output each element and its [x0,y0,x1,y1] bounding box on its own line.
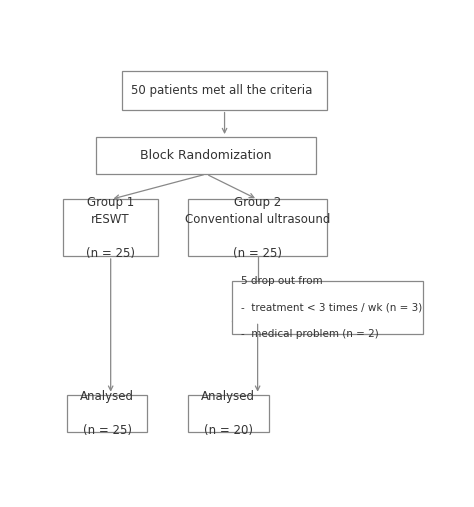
Text: Analysed

(n = 25): Analysed (n = 25) [80,390,134,437]
FancyBboxPatch shape [188,199,328,256]
Text: 5 drop out from

-  treatment < 3 times / wk (n = 3)

-  medical problem (n = 2): 5 drop out from - treatment < 3 times / … [241,276,422,339]
Text: Block Randomization: Block Randomization [140,149,272,162]
FancyBboxPatch shape [66,394,147,431]
Text: 50 patients met all the criteria: 50 patients met all the criteria [131,84,312,97]
Text: Group 1
rESWT

(n = 25): Group 1 rESWT (n = 25) [86,196,135,260]
FancyBboxPatch shape [232,281,423,334]
Text: Analysed

(n = 20): Analysed (n = 20) [201,390,255,437]
FancyBboxPatch shape [188,394,269,431]
FancyBboxPatch shape [63,199,158,256]
FancyBboxPatch shape [96,137,316,174]
FancyBboxPatch shape [122,70,328,110]
Text: Group 2
Conventional ultrasound

(n = 25): Group 2 Conventional ultrasound (n = 25) [185,196,330,260]
